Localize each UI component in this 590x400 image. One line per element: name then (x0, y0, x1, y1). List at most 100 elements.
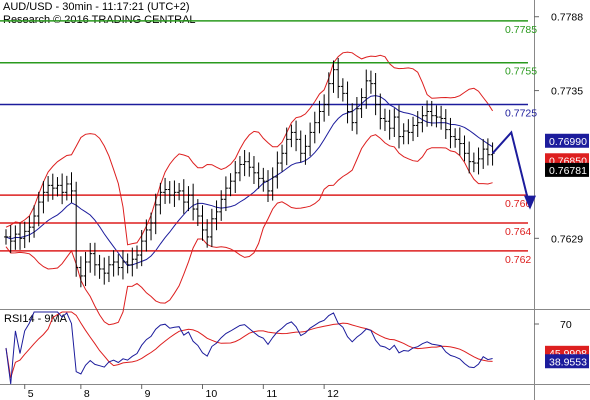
price-bar (64, 175, 69, 201)
moving-average (5, 95, 493, 267)
price-bar (191, 183, 196, 221)
price-bar (74, 181, 79, 277)
price-bar (467, 141, 472, 174)
price-bar (60, 173, 65, 205)
price-bar (228, 173, 233, 197)
price-bar (289, 124, 294, 148)
chart-title: AUD/USD - 30min - 11:17:21 (UTC+2) (3, 1, 190, 13)
price-tick-label: 0.7788 (551, 12, 583, 24)
price-bar (209, 208, 214, 247)
price-bar (27, 216, 32, 243)
price-bar (345, 81, 350, 124)
price-bar (237, 156, 242, 182)
price-axis: 0.7788 0.7735 0.7629 (534, 12, 583, 245)
price-bar (364, 69, 369, 109)
price-bar (78, 256, 83, 288)
price-bar (415, 111, 420, 137)
price-bar (411, 116, 416, 142)
price-bar (163, 177, 168, 204)
price-bar (280, 144, 285, 172)
price-bar (55, 177, 60, 197)
price-bar (120, 250, 125, 280)
price-bar (242, 150, 247, 177)
price-badge-ma (545, 133, 589, 148)
price-bar (181, 179, 186, 214)
price-bar (41, 181, 46, 214)
price-bar (457, 127, 462, 156)
price-bar (439, 105, 444, 130)
price-bar (354, 97, 359, 135)
price-bar (177, 182, 182, 201)
price-bar (88, 242, 93, 273)
time-tick-label: 12 (327, 388, 339, 400)
price-bar (205, 219, 210, 248)
bollinger-upper (5, 51, 494, 246)
price-badge-last (545, 162, 589, 177)
price-bar (476, 147, 481, 175)
price-bar (102, 257, 107, 285)
price-bar (92, 242, 97, 276)
price-bar (125, 253, 130, 274)
price-bar (32, 205, 37, 238)
price-bar (97, 254, 102, 279)
price-bar (22, 221, 27, 249)
price-bar (387, 109, 392, 140)
time-tick-label: 5 (28, 388, 34, 400)
price-bar (111, 250, 116, 277)
price-bar (471, 152, 476, 173)
support-resistance-levels: 0.7785 0.7755 0.7725 0.766 0.764 0.762 (0, 20, 537, 266)
price-bar (373, 72, 378, 116)
time-tick-label: 10 (206, 388, 218, 400)
price-bar (256, 162, 261, 189)
price-bar (106, 255, 111, 283)
price-bar (135, 245, 139, 269)
price-bar (443, 109, 448, 139)
level-label-support-3: 0.762 (505, 254, 531, 266)
price-bar (308, 122, 313, 157)
price-bar (186, 186, 191, 212)
bollinger-bands (5, 51, 494, 326)
price-bar (453, 128, 458, 148)
research-credit: Research © 2016 TRADING CENTRAL (3, 14, 196, 26)
price-bar (294, 120, 299, 152)
level-label-resistance-1: 0.7755 (505, 66, 537, 78)
price-bar (397, 105, 401, 149)
time-tick-label: 8 (84, 388, 90, 400)
projection-arrowhead (524, 195, 536, 210)
price-bar (392, 108, 397, 138)
price-bar (83, 251, 88, 287)
price-bar (266, 170, 270, 203)
price-bar (317, 100, 322, 134)
level-label-support-2: 0.764 (505, 226, 531, 238)
price-bar (4, 229, 8, 245)
price-bar (167, 181, 172, 204)
rsi-badge-label-rsi: 38.9553 (549, 356, 587, 368)
price-bar (425, 100, 430, 127)
price-bars (4, 57, 495, 288)
price-bar (326, 72, 331, 116)
price-bar (139, 230, 144, 267)
price-bar (50, 173, 55, 200)
price-bar (18, 222, 23, 250)
price-bar (298, 130, 303, 163)
projection-path (491, 130, 531, 208)
price-bar (46, 176, 51, 202)
price-bar (69, 172, 74, 203)
price-bar (420, 105, 425, 133)
time-tick-label: 9 (145, 388, 151, 400)
price-bar (214, 200, 219, 231)
price-bar (340, 78, 345, 102)
price-badge-label-ma: 0.76990 (549, 136, 587, 148)
price-bar (172, 180, 177, 207)
price-tick-label: 0.7735 (551, 86, 583, 98)
price-bar (331, 60, 336, 93)
price-bar (13, 225, 18, 250)
rsi-line (5, 311, 493, 385)
rsi-badge-rsi (545, 354, 589, 369)
price-bar (485, 138, 490, 166)
price-bar (149, 212, 154, 241)
price-badge-label-last: 0.76781 (549, 165, 587, 177)
price-bar (359, 88, 364, 118)
